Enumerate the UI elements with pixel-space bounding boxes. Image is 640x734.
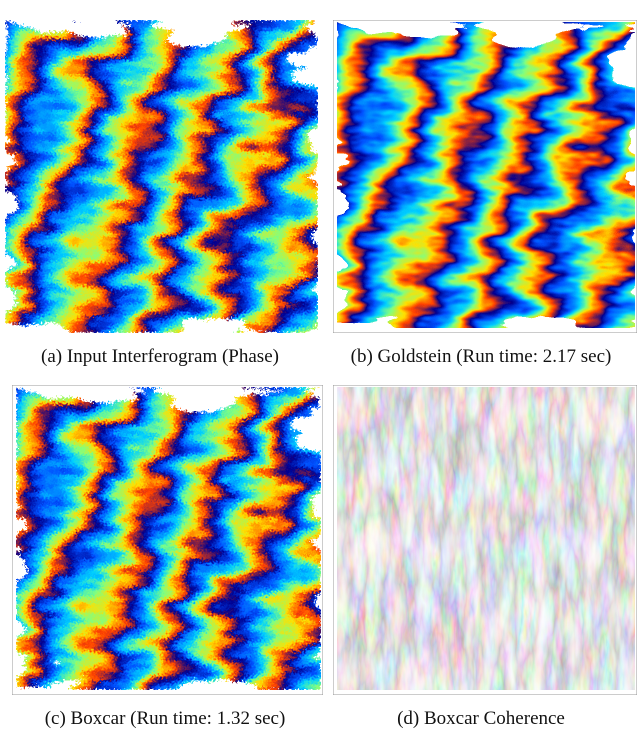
caption: (c) Boxcar (Run time: 1.32 sec) <box>44 708 286 729</box>
caption: (a) Input Interferogram (Phase) <box>41 346 279 367</box>
boxcar-image <box>12 385 323 695</box>
caption: (b) Goldstein (Run time: 2.17 sec) <box>350 346 612 367</box>
interferogram-image <box>5 20 318 333</box>
goldstein-image <box>333 20 637 333</box>
caption: (d) Boxcar Coherence <box>397 708 565 729</box>
coherence-image <box>333 385 637 695</box>
